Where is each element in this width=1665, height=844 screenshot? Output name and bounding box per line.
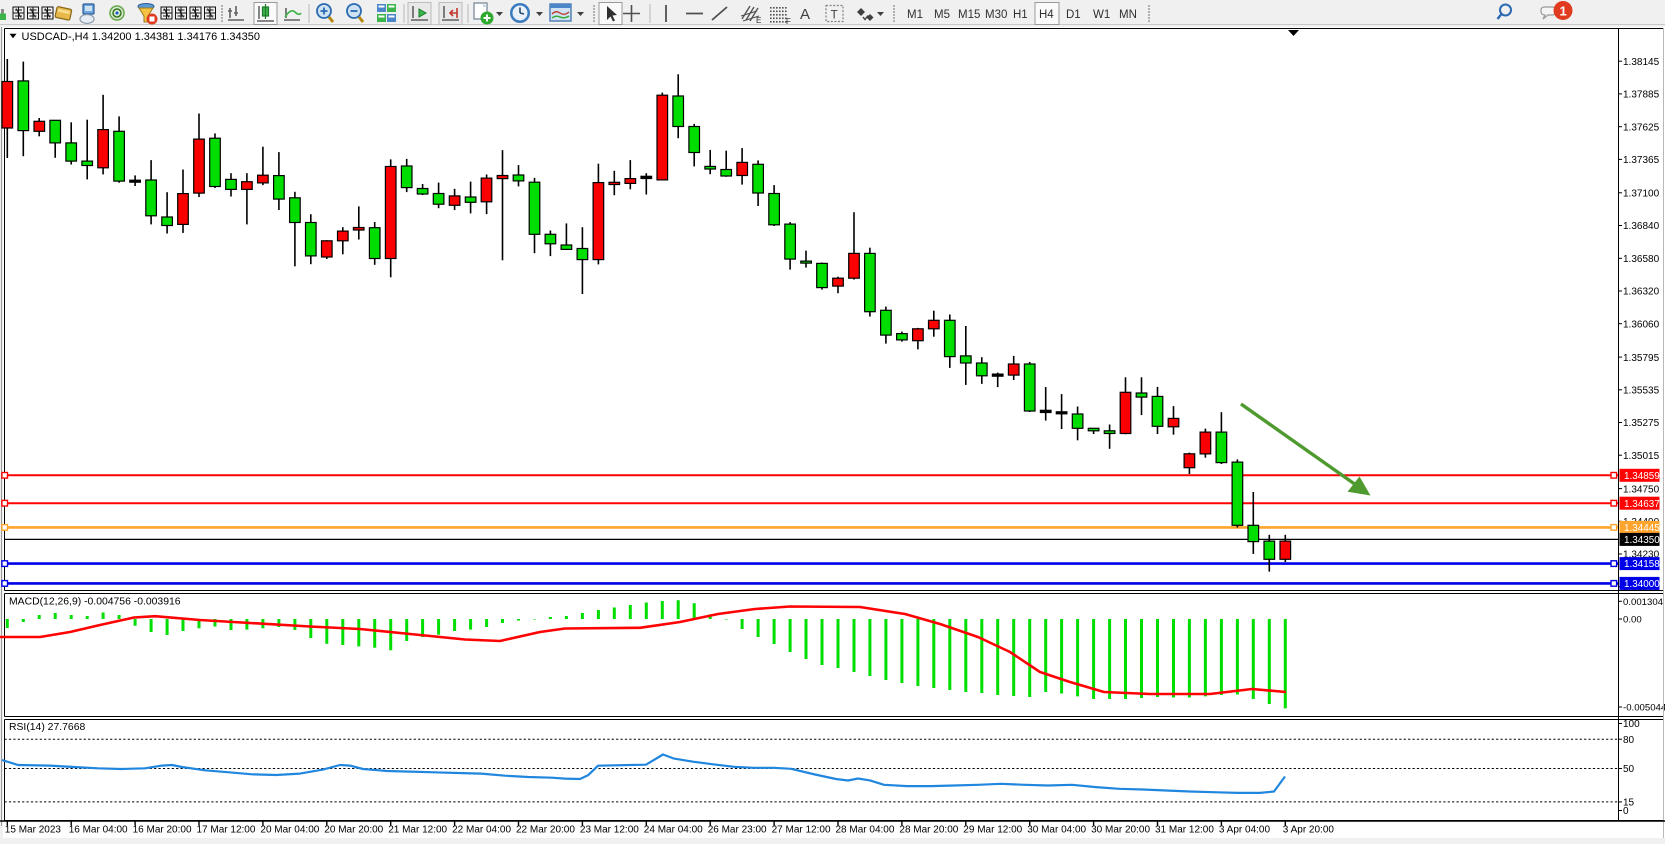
svg-text:M1: M1 [907,9,923,21]
svg-text:30 Mar 20:00: 30 Mar 20:00 [1091,825,1150,836]
svg-text:A: A [800,6,810,23]
svg-text:3 Apr 20:00: 3 Apr 20:00 [1283,825,1335,836]
svg-text:1.36580: 1.36580 [1623,254,1660,265]
svg-text:1.34750: 1.34750 [1623,484,1660,495]
svg-text:1.34000: 1.34000 [1624,579,1660,590]
svg-text:D1: D1 [1066,9,1081,21]
svg-text:1.34637: 1.34637 [1624,499,1660,510]
svg-text:RSI(14) 27.7668: RSI(14) 27.7668 [9,722,85,733]
svg-text:1.37885: 1.37885 [1623,90,1660,101]
svg-text:20 Mar 20:00: 20 Mar 20:00 [324,825,383,836]
svg-text:1.37625: 1.37625 [1623,122,1660,133]
svg-text:F: F [786,17,791,26]
svg-text:1.34158: 1.34158 [1624,559,1660,570]
svg-text:80: 80 [1623,735,1635,746]
svg-text:1.35275: 1.35275 [1623,418,1660,429]
svg-text:1.36320: 1.36320 [1623,287,1660,298]
svg-text:1.36840: 1.36840 [1623,221,1660,232]
svg-text:15 Mar 2023: 15 Mar 2023 [5,825,62,836]
svg-text:30 Mar 04:00: 30 Mar 04:00 [1027,825,1086,836]
svg-text:1.34350: 1.34350 [1624,535,1660,546]
svg-text:1.37100: 1.37100 [1623,189,1660,200]
svg-text:1.34230: 1.34230 [1623,550,1660,561]
svg-text:H4: H4 [1039,9,1054,21]
svg-text:1.35535: 1.35535 [1623,386,1660,397]
svg-text:15: 15 [1623,798,1635,809]
svg-text:20 Mar 04:00: 20 Mar 04:00 [260,825,319,836]
svg-text:1.34445: 1.34445 [1624,523,1660,534]
svg-text:0.00: 0.00 [1623,615,1642,626]
svg-text:M30: M30 [985,9,1007,21]
svg-text:29 Mar 12:00: 29 Mar 12:00 [963,825,1022,836]
svg-text:22 Mar 04:00: 22 Mar 04:00 [452,825,511,836]
svg-text:1.37365: 1.37365 [1623,155,1660,166]
svg-text:23 Mar 12:00: 23 Mar 12:00 [580,825,639,836]
svg-text:28 Mar 04:00: 28 Mar 04:00 [836,825,895,836]
svg-text:31 Mar 12:00: 31 Mar 12:00 [1155,825,1214,836]
svg-text:50: 50 [1623,764,1635,775]
svg-text:-0.005044: -0.005044 [1623,703,1665,714]
svg-text:M15: M15 [958,9,980,21]
svg-text:16 Mar 04:00: 16 Mar 04:00 [69,825,128,836]
svg-text:MACD(12,26,9) -0.004756 -0.003: MACD(12,26,9) -0.004756 -0.003916 [9,597,181,608]
svg-text:27 Mar 12:00: 27 Mar 12:00 [772,825,831,836]
svg-text:17 Mar 12:00: 17 Mar 12:00 [197,825,256,836]
svg-text:21 Mar 12:00: 21 Mar 12:00 [388,825,447,836]
svg-text:MN: MN [1119,9,1137,21]
svg-text:1.35015: 1.35015 [1623,451,1660,462]
svg-text:USDCAD-,H4 1.34200 1.34381 1.: USDCAD-,H4 1.34200 1.34381 1.34176 1.343… [22,31,261,43]
svg-text:3 Apr 04:00: 3 Apr 04:00 [1219,825,1271,836]
svg-text:T: T [831,8,839,22]
svg-text:100: 100 [1623,719,1640,730]
svg-text:1.36060: 1.36060 [1623,319,1660,330]
svg-text:E: E [756,16,761,25]
svg-text:M5: M5 [934,9,950,21]
svg-text:0: 0 [1623,806,1629,817]
svg-text:1: 1 [1560,4,1567,19]
svg-text:24 Mar 04:00: 24 Mar 04:00 [644,825,703,836]
svg-text:W1: W1 [1093,9,1110,21]
svg-text:1.34859: 1.34859 [1624,471,1660,482]
svg-text:22 Mar 20:00: 22 Mar 20:00 [516,825,575,836]
svg-text:H1: H1 [1013,9,1028,21]
svg-text:26 Mar 23:00: 26 Mar 23:00 [708,825,767,836]
svg-text:0.001304: 0.001304 [1623,597,1664,608]
svg-text:1.38145: 1.38145 [1623,57,1660,68]
svg-text:28 Mar 20:00: 28 Mar 20:00 [899,825,958,836]
svg-text:16 Mar 20:00: 16 Mar 20:00 [133,825,192,836]
svg-text:1.35795: 1.35795 [1623,353,1660,364]
